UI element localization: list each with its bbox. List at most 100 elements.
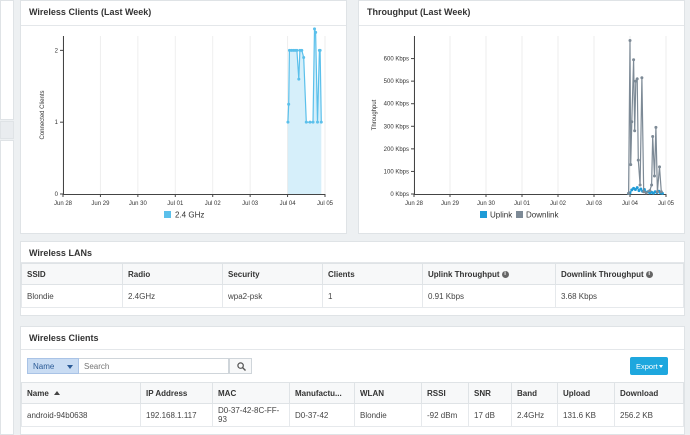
- legend-label-2ghz: 2.4 GHz: [175, 211, 204, 220]
- export-button[interactable]: Export: [630, 357, 668, 375]
- data-point: [304, 120, 308, 124]
- data-point: [286, 120, 290, 124]
- data-point: [651, 134, 655, 138]
- y-tick-label: 0: [55, 192, 59, 198]
- x-tick-label: Jul 05: [317, 201, 334, 207]
- chart-y-axis: [414, 36, 415, 194]
- sidebar-stub-selected[interactable]: [0, 121, 14, 139]
- data-point: [642, 190, 646, 194]
- col-band[interactable]: Band: [511, 382, 558, 404]
- search-button[interactable]: [229, 358, 252, 374]
- y-tick-label: 300 Kbps: [384, 124, 409, 130]
- data-point: [634, 79, 638, 83]
- x-tick-label: Jul 01: [514, 201, 531, 207]
- data-point: [629, 163, 633, 167]
- data-point: [658, 165, 662, 169]
- col-clients[interactable]: Clients: [322, 263, 423, 285]
- clients-chart: Connected Clients 0 1 2 Jun 28 Jun 29 Jun 30…: [40, 27, 334, 220]
- data-point: [627, 191, 631, 195]
- table-row[interactable]: android-94b0638 192.168.1.117 D0-37-42-8…: [21, 403, 684, 427]
- wireless-clients-title: Wireless Clients: [29, 333, 99, 343]
- col-uplink-label: Uplink Throughput: [428, 269, 500, 279]
- x-tick-label: Jun 29: [441, 201, 460, 207]
- x-tick-label: Jul 02: [550, 201, 567, 207]
- wireless-lans-table: SSID Radio Security Clients Uplink Throu…: [21, 263, 684, 308]
- data-point: [654, 125, 658, 129]
- col-wlan[interactable]: WLAN: [354, 382, 422, 404]
- col-radio[interactable]: Radio: [122, 263, 223, 285]
- y-tick-label: 2: [55, 48, 59, 54]
- divider: [21, 349, 684, 350]
- cell-clients: 1: [322, 284, 423, 308]
- chart-y-axis: [63, 36, 64, 194]
- x-tick-label: Jul 01: [167, 201, 184, 207]
- x-tick-label: Jun 30: [477, 201, 496, 207]
- sort-up-icon: [53, 391, 60, 396]
- x-tick-label: Jun 28: [405, 201, 424, 207]
- clients-legend: 2.4 GHz: [164, 211, 204, 220]
- data-point: [659, 190, 663, 194]
- divider: [21, 262, 684, 263]
- col-name-label: Name: [27, 388, 49, 398]
- cell-downlink: 3.68 Kbps: [555, 284, 684, 308]
- col-downlink-label: Downlink Throughput: [561, 269, 644, 279]
- col-ip-address[interactable]: IP Address: [140, 382, 213, 404]
- cell-ip-address: 192.168.1.117: [140, 403, 213, 427]
- cell-rssi: -92 dBm: [421, 403, 469, 427]
- y-tick-label: 1: [55, 120, 59, 126]
- col-upload[interactable]: Upload: [557, 382, 615, 404]
- cell-ssid: Blondie: [21, 284, 123, 308]
- col-download[interactable]: Download: [614, 382, 684, 404]
- data-point: [300, 48, 304, 52]
- data-point: [302, 56, 306, 60]
- info-circle-icon: i: [645, 270, 653, 278]
- col-rssi[interactable]: RSSI: [421, 382, 469, 404]
- col-uplink-throughput[interactable]: Uplink Throughput i: [422, 263, 556, 285]
- table-header-row: Name IP Address MAC Manufactu... WLAN RS…: [21, 382, 684, 404]
- data-point: [297, 77, 301, 81]
- col-security[interactable]: Security: [222, 263, 323, 285]
- export-label: Export: [636, 361, 658, 371]
- caret-down-icon: [659, 365, 663, 368]
- data-point: [648, 189, 652, 193]
- clients-chart-title: Wireless Clients (Last Week): [29, 7, 152, 17]
- series-line-1: [628, 40, 662, 194]
- data-point: [636, 158, 640, 162]
- data-point: [652, 174, 656, 178]
- throughput-legend: Uplink Downlink: [480, 211, 559, 220]
- cell-radio: 2.4GHz: [122, 284, 223, 308]
- search-input[interactable]: [79, 358, 229, 374]
- cell-download: 256.2 KB: [614, 403, 684, 427]
- data-point: [633, 129, 637, 133]
- search-icon: [237, 362, 246, 371]
- wireless-lans-title: Wireless LANs: [29, 248, 92, 258]
- col-snr[interactable]: SNR: [468, 382, 512, 404]
- table-row[interactable]: Blondie 2.4GHz wpa2-psk 1 0.91 Kbps 3.68…: [21, 284, 684, 308]
- divider: [359, 25, 684, 26]
- info-circle-icon: i: [501, 270, 509, 278]
- chart-x-axis: [414, 194, 666, 195]
- throughput-y-axis-label: Throughput: [372, 99, 378, 130]
- data-point: [314, 30, 318, 34]
- col-ssid[interactable]: SSID: [21, 263, 123, 285]
- filter-select[interactable]: Name: [27, 358, 79, 374]
- cell-wlan: Blondie: [354, 403, 422, 427]
- x-tick-label: Jul 03: [242, 201, 259, 207]
- col-name[interactable]: Name: [21, 382, 141, 404]
- clients-y-axis-label: Connected Clients: [40, 90, 46, 139]
- data-point: [313, 27, 317, 31]
- data-point: [287, 102, 291, 106]
- col-mac[interactable]: MAC: [212, 382, 290, 404]
- x-tick-label: Jul 04: [280, 201, 297, 207]
- y-tick-label: 100 Kbps: [384, 169, 409, 175]
- col-manufacturer[interactable]: Manufactu...: [289, 382, 355, 404]
- chart-x-axis: [63, 194, 325, 195]
- col-downlink-throughput[interactable]: Downlink Throughput i: [555, 263, 684, 285]
- x-tick-label: Jul 03: [586, 201, 603, 207]
- cell-manufacturer: D0-37-42: [289, 403, 355, 427]
- data-point: [638, 183, 642, 187]
- data-point: [630, 120, 634, 124]
- legend-swatch-uplink: [480, 211, 487, 218]
- data-point: [644, 191, 648, 195]
- cell-upload: 131.6 KB: [557, 403, 615, 427]
